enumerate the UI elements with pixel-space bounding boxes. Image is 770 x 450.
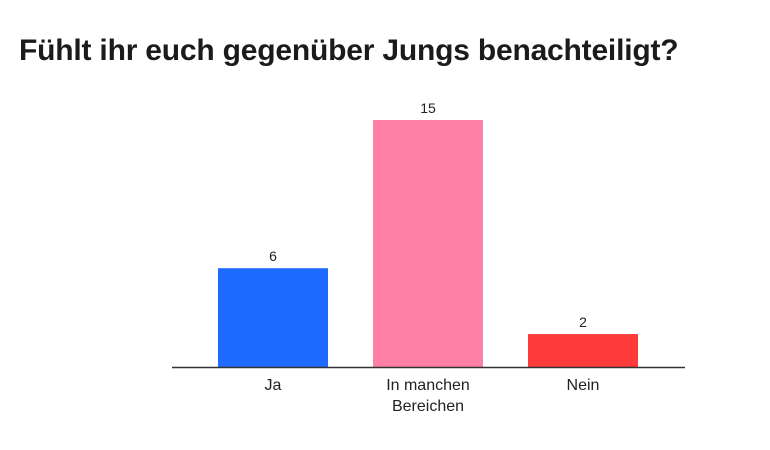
value-label-1: 15 — [420, 100, 436, 116]
category-label-1-line-1: Bereichen — [392, 398, 464, 415]
bar-1 — [373, 120, 483, 367]
category-label-1-line-0: In manchen — [386, 377, 470, 394]
category-label-2: Nein — [567, 377, 600, 394]
bar-0 — [218, 268, 328, 367]
chart-title: Fühlt ihr euch gegenüber Jungs benachtei… — [19, 34, 679, 67]
value-label-2: 2 — [579, 314, 587, 330]
bar-2 — [528, 334, 638, 367]
category-label-0: Ja — [265, 377, 282, 394]
value-label-0: 6 — [269, 248, 277, 264]
